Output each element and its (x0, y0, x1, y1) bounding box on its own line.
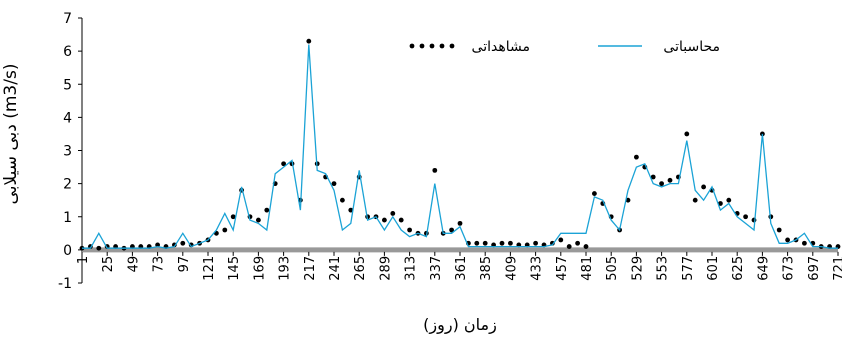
x-tick-label: 217 (303, 256, 318, 281)
x-tick-label: 433 (530, 256, 545, 281)
observed-point (743, 214, 748, 220)
x-tick-label: 361 (454, 256, 469, 281)
observed-point (264, 207, 270, 213)
observed-point (407, 227, 412, 233)
x-tick-label: 73 (152, 256, 167, 273)
x-tick-label: 529 (630, 256, 645, 281)
x-tick-label: 241 (328, 256, 343, 281)
observed-point (306, 38, 312, 44)
x-tick-label: 577 (681, 256, 696, 281)
y-tick-label: 4 (63, 110, 72, 126)
observed-point (650, 174, 656, 180)
observed-point (281, 161, 286, 167)
x-tick-label: 409 (504, 256, 519, 281)
observed-point (230, 214, 236, 220)
observed-point (457, 220, 463, 226)
observed-point (398, 217, 404, 223)
observed-point (667, 177, 673, 183)
x-tick-label: 673 (782, 256, 797, 281)
y-tick-label: 2 (63, 177, 72, 193)
y-tick-label: 6 (63, 44, 72, 60)
observed-point (776, 227, 782, 233)
x-tick-label: 145 (227, 256, 242, 281)
x-tick-label: 169 (252, 256, 267, 281)
x-tick-label: 49 (126, 256, 141, 273)
x-tick-label: 1 (76, 256, 91, 264)
observed-point (533, 240, 538, 246)
x-axis-label: زمان (روز) (423, 315, 497, 335)
observed-point (449, 227, 454, 233)
observed-point (382, 217, 387, 223)
legend-label: محاسباتی (663, 39, 720, 55)
x-tick-label: 457 (555, 256, 570, 281)
observed-point (718, 201, 723, 206)
legend-label: مشاهداتی (472, 39, 530, 55)
x-tick-label: 193 (278, 256, 293, 281)
observed-point (508, 240, 513, 246)
observed-point (390, 211, 396, 216)
observed-point (802, 240, 807, 246)
observed-point (432, 167, 438, 173)
y-tick-label: 0 (63, 243, 72, 259)
observed-point (348, 207, 354, 213)
legend-marker (439, 43, 445, 49)
observed-point (751, 217, 757, 223)
x-tick-label: 721 (832, 256, 842, 281)
observed-point (550, 240, 555, 246)
observed-point (474, 240, 480, 246)
x-tick-label: 553 (656, 256, 671, 281)
observed-point (155, 242, 161, 248)
x-tick-label: 385 (479, 256, 494, 281)
y-tick-label: 3 (63, 144, 72, 160)
observed-point (340, 197, 345, 203)
x-tick-label: 289 (378, 256, 393, 281)
x-tick-label: 25 (101, 256, 116, 273)
observed-point (96, 245, 102, 251)
observed-point (726, 197, 732, 203)
x-tick-label: 505 (605, 256, 620, 281)
observed-point (785, 237, 790, 243)
x-tick-label: 265 (353, 256, 368, 281)
observed-point (592, 191, 597, 196)
observed-point (684, 131, 690, 137)
observed-point (482, 240, 488, 246)
y-tick-label: 1 (63, 210, 72, 226)
y-tick-label: 5 (63, 77, 72, 93)
observed-point (634, 154, 639, 160)
x-tick-label: 97 (177, 256, 192, 273)
x-tick-label: 697 (807, 256, 822, 281)
y-tick-label: -1 (58, 276, 72, 292)
computed-line (82, 44, 838, 249)
observed-point (180, 240, 186, 246)
observed-point (659, 181, 664, 187)
x-tick-label: 481 (580, 256, 595, 281)
observed-point (692, 197, 698, 203)
y-tick-label: 7 (63, 11, 72, 27)
observed-point (222, 227, 228, 233)
x-tick-label: 601 (706, 256, 721, 281)
observed-point (566, 244, 572, 249)
legend-marker (449, 43, 455, 49)
legend-marker (409, 43, 415, 49)
x-tick-label: 649 (756, 256, 771, 281)
observed-point (331, 181, 337, 187)
x-tick-label: 625 (731, 256, 746, 281)
legend-marker (429, 43, 435, 49)
x-tick-label: 337 (429, 256, 444, 281)
observed-point (701, 184, 706, 190)
observed-point (575, 240, 580, 246)
observed-point (499, 240, 505, 246)
x-tick-label: 313 (404, 256, 419, 281)
y-axis-label: دبی سیلابی (m3/s) (1, 64, 21, 205)
observed-point (256, 217, 261, 223)
x-tick-label: 121 (202, 256, 217, 281)
legend-marker (419, 43, 425, 49)
observed-point (583, 244, 589, 249)
observed-point (558, 237, 564, 243)
